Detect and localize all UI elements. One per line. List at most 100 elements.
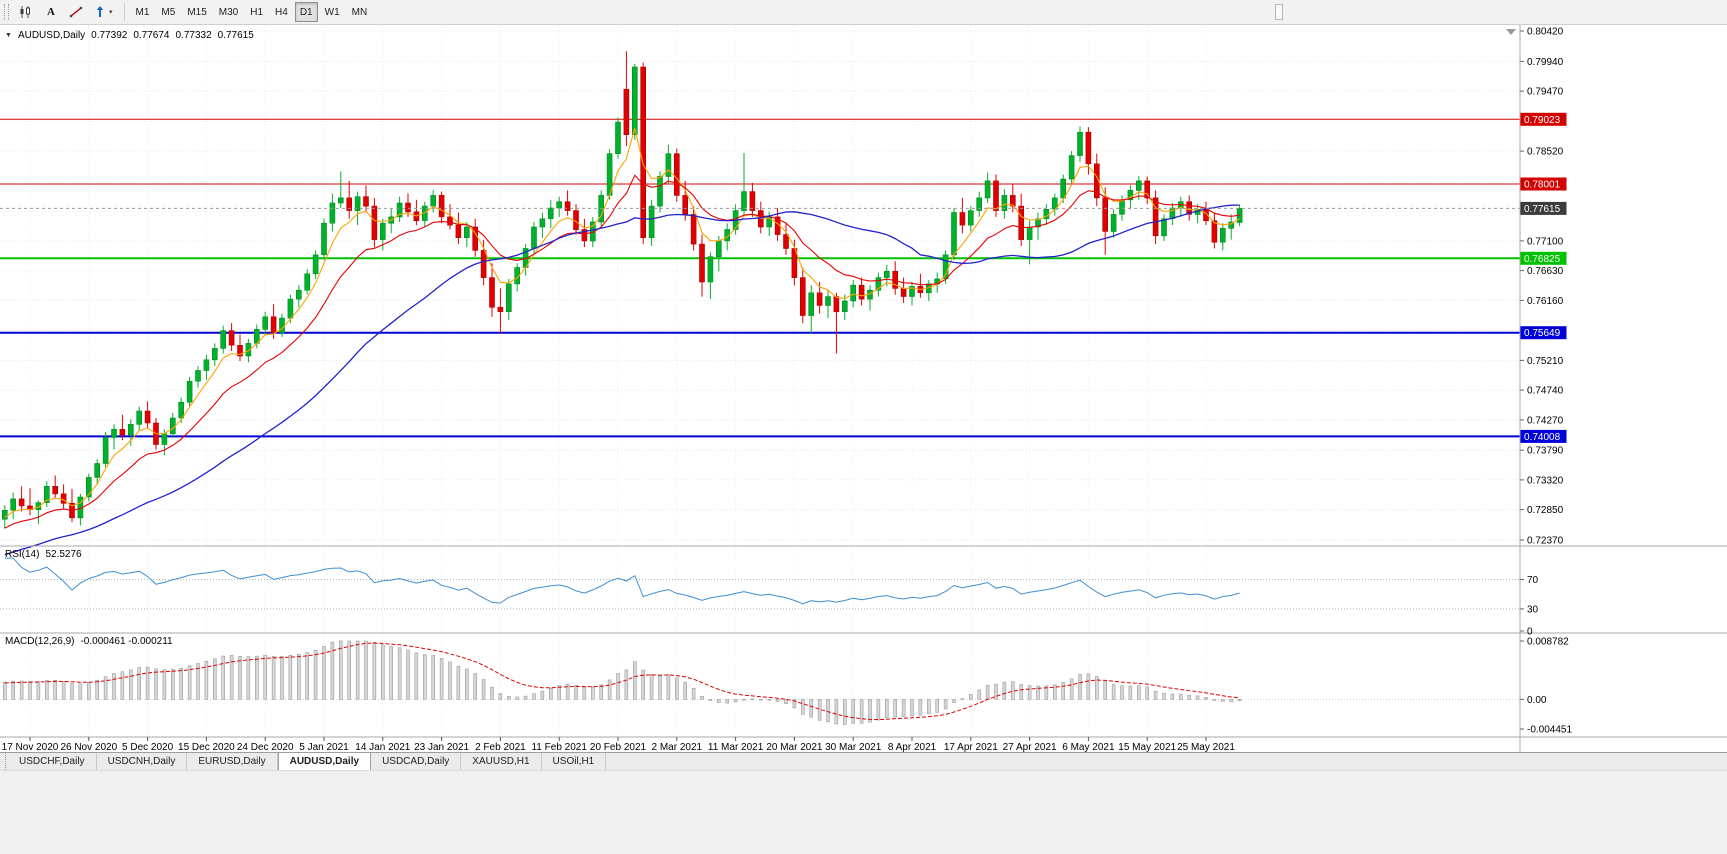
timeframe-h1-button[interactable]: H1 xyxy=(245,2,268,22)
svg-text:0.78520: 0.78520 xyxy=(1527,147,1564,158)
timeframe-m1-button[interactable]: M1 xyxy=(131,2,155,22)
svg-text:14 Jan 2021: 14 Jan 2021 xyxy=(355,742,410,753)
svg-text:0.74270: 0.74270 xyxy=(1527,415,1564,426)
svg-text:2 Mar 2021: 2 Mar 2021 xyxy=(652,742,703,753)
timeframe-m15-button[interactable]: M15 xyxy=(182,2,211,22)
trendline-tool-icon[interactable] xyxy=(64,2,88,22)
svg-text:17 Apr 2021: 17 Apr 2021 xyxy=(944,742,998,753)
svg-text:0.74740: 0.74740 xyxy=(1527,386,1564,397)
svg-text:0.76160: 0.76160 xyxy=(1527,296,1564,307)
tab-usdcad-daily[interactable]: USDCAD,Daily xyxy=(371,753,462,770)
timeframe-button-group: M1 M5 M15 M30 H1 H4 D1 W1 MN xyxy=(130,2,374,23)
arrow-tools-dropdown[interactable]: ▾ xyxy=(90,2,118,22)
indicator-axes[interactable]: 70 30 00.008782 0.00 -0.004451 xyxy=(1520,575,1572,736)
svg-text:20 Feb 2021: 20 Feb 2021 xyxy=(590,742,647,753)
svg-text:11 Mar 2021: 11 Mar 2021 xyxy=(708,742,764,753)
text-tool-icon[interactable]: A xyxy=(40,2,62,22)
dropdown-caret-icon: ▾ xyxy=(109,9,113,16)
svg-text:30: 30 xyxy=(1527,604,1539,615)
timeframe-w1-button[interactable]: W1 xyxy=(320,2,345,22)
macd-name: MACD(12,26,9) xyxy=(5,636,75,647)
rsi-indicator-label: RSI(14) 52.5276 xyxy=(5,549,82,560)
grid-layer xyxy=(0,25,1520,737)
ohlc-close: 0.77615 xyxy=(217,30,254,41)
chart-title: ▼ AUDUSD,Daily 0.77392 0.77674 0.77332 0.7761… xyxy=(5,30,260,41)
svg-text:0.008782: 0.008782 xyxy=(1527,637,1569,648)
svg-text:5 Jan 2021: 5 Jan 2021 xyxy=(299,742,349,753)
price-axis[interactable]: 0.80420 0.79940 0.79470 0.78520 0.77100 0.766… xyxy=(1520,27,1564,547)
text-tool-glyph: A xyxy=(47,6,55,18)
chart-symbol-period: AUDUSD,Daily xyxy=(17,30,86,41)
toolbar-overflow-handle[interactable] xyxy=(1275,4,1283,20)
tab-usoil-h1[interactable]: USOil,H1 xyxy=(542,753,607,770)
svg-text:23 Jan 2021: 23 Jan 2021 xyxy=(414,742,469,753)
svg-text:0.77100: 0.77100 xyxy=(1527,236,1564,247)
date-axis[interactable]: 17 Nov 2020 26 Nov 2020 5 Dec 2020 15 Dec 2… xyxy=(2,737,1236,753)
svg-text:0.00: 0.00 xyxy=(1527,695,1547,706)
horizontal-price-lines[interactable] xyxy=(0,118,1520,438)
svg-text:70: 70 xyxy=(1527,575,1539,586)
one-click-trading-icon[interactable]: ▼ xyxy=(5,32,12,39)
svg-text:0.79023: 0.79023 xyxy=(1524,115,1561,126)
rsi-value: 52.5276 xyxy=(45,549,82,560)
trendline-glyph xyxy=(69,6,83,18)
arrows-glyph xyxy=(96,6,104,17)
candlestick-chart-icon[interactable] xyxy=(14,2,38,22)
rsi-name: RSI(14) xyxy=(5,549,40,560)
rsi-panel xyxy=(0,557,1520,610)
svg-text:0.76825: 0.76825 xyxy=(1524,254,1561,265)
svg-text:0.75210: 0.75210 xyxy=(1527,356,1564,367)
svg-text:25 May 2021: 25 May 2021 xyxy=(1177,742,1235,753)
chart-tab-bar: USDCHF,Daily USDCNH,Daily EURUSD,Daily AUDU… xyxy=(0,752,1727,770)
svg-text:15 Dec 2020: 15 Dec 2020 xyxy=(178,742,235,753)
panel-frames xyxy=(0,25,1727,752)
tab-usdchf-daily[interactable]: USDCHF,Daily xyxy=(8,753,97,770)
svg-text:0.72850: 0.72850 xyxy=(1527,505,1564,516)
toolbar: A ▾ M1 M5 M15 M30 H1 H4 D1 W1 MN xyxy=(0,0,1727,25)
svg-text:5 Dec 2020: 5 Dec 2020 xyxy=(122,742,174,753)
macd-panel xyxy=(0,640,1520,725)
ohlc-low: 0.77332 xyxy=(175,30,212,41)
svg-text:27 Apr 2021: 27 Apr 2021 xyxy=(1003,742,1057,753)
candlestick-chart-glyph xyxy=(20,6,30,18)
svg-text:11 Feb 2021: 11 Feb 2021 xyxy=(531,742,587,753)
tab-xauusd-h1[interactable]: XAUUSD,H1 xyxy=(461,753,542,770)
svg-text:0.77615: 0.77615 xyxy=(1524,204,1561,215)
timeframe-m30-button[interactable]: M30 xyxy=(214,2,243,22)
timeframe-d1-button[interactable]: D1 xyxy=(294,2,318,23)
tab-usdcnh-daily[interactable]: USDCNH,Daily xyxy=(97,753,188,770)
svg-text:0.72370: 0.72370 xyxy=(1527,536,1564,547)
timeframe-m5-button[interactable]: M5 xyxy=(156,2,180,22)
macd-values: -0.000461 -0.000211 xyxy=(80,636,173,647)
tab-eurusd-daily[interactable]: EURUSD,Daily xyxy=(187,753,278,770)
timeframe-h4-button[interactable]: H4 xyxy=(270,2,293,22)
svg-text:15 May 2021: 15 May 2021 xyxy=(1118,742,1176,753)
ohlc-open: 0.77392 xyxy=(91,30,128,41)
svg-text:17 Nov 2020: 17 Nov 2020 xyxy=(2,742,59,753)
svg-text:30 Mar 2021: 30 Mar 2021 xyxy=(825,742,882,753)
svg-text:26 Nov 2020: 26 Nov 2020 xyxy=(60,742,117,753)
tab-audusd-daily[interactable]: AUDUSD,Daily xyxy=(277,753,372,770)
toolbar-grip[interactable] xyxy=(4,4,9,20)
svg-text:2 Feb 2021: 2 Feb 2021 xyxy=(475,742,526,753)
svg-text:0.76630: 0.76630 xyxy=(1527,266,1564,277)
candles-layer xyxy=(1,51,1243,529)
svg-text:24 Dec 2020: 24 Dec 2020 xyxy=(237,742,294,753)
chart-shift-marker xyxy=(1506,29,1516,35)
toolbar-separator xyxy=(123,3,125,21)
svg-text:0.79470: 0.79470 xyxy=(1527,87,1564,98)
svg-text:0.73320: 0.73320 xyxy=(1527,475,1564,486)
svg-text:8 Apr 2021: 8 Apr 2021 xyxy=(888,742,937,753)
window-bottom-area xyxy=(0,770,1727,854)
timeframe-mn-button[interactable]: MN xyxy=(347,2,373,22)
moving-averages-layer xyxy=(4,128,1240,556)
ohlc-high: 0.77674 xyxy=(133,30,170,41)
svg-text:0.79940: 0.79940 xyxy=(1527,57,1564,68)
svg-text:0.73790: 0.73790 xyxy=(1527,446,1564,457)
svg-text:0: 0 xyxy=(1527,627,1533,638)
svg-text:-0.004451: -0.004451 xyxy=(1527,725,1572,736)
tabbar-grip[interactable] xyxy=(0,753,6,770)
svg-text:0.74008: 0.74008 xyxy=(1524,432,1561,443)
